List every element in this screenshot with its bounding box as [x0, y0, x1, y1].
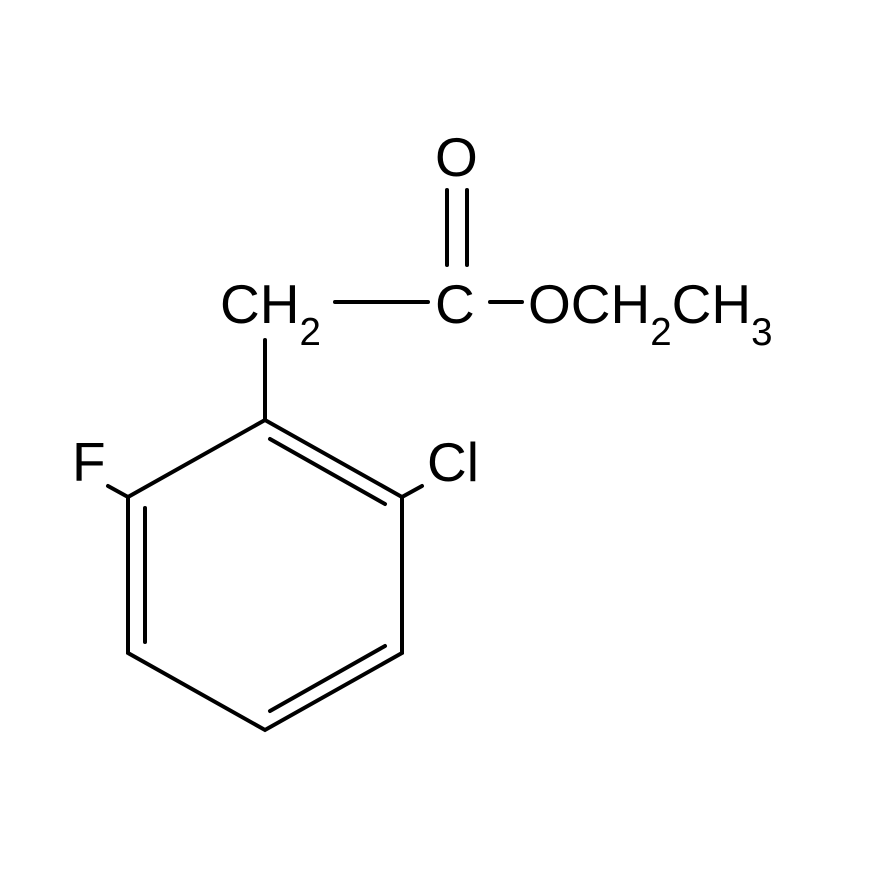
chemical-structure-diagram: O CH2 C OCH2CH3 F Cl — [0, 0, 890, 890]
ch2-text: CH — [220, 273, 299, 335]
atom-label-f: F — [72, 430, 106, 494]
bond-ring-f — [108, 486, 128, 497]
atom-label-cl: Cl — [427, 430, 479, 494]
aromatic-bond-2 — [270, 646, 385, 711]
bond-ring-cl — [402, 486, 422, 497]
benzene-ring-outline — [128, 420, 402, 730]
ch2-ethyl-sub: 2 — [650, 311, 671, 354]
atom-label-o-double: O — [435, 125, 478, 189]
ch3-sub: 3 — [751, 311, 772, 354]
ch2-sub: 2 — [299, 311, 320, 354]
atom-label-och2ch3: OCH2CH3 — [528, 272, 773, 345]
o-ester-text: O — [528, 273, 571, 335]
atom-label-ch2-acetyl: CH2 — [220, 272, 321, 345]
atom-label-c-carbonyl: C — [435, 272, 475, 336]
ch3-text: CH — [672, 273, 751, 335]
aromatic-bond-3 — [270, 439, 385, 504]
ch2-ethyl-text: CH — [571, 273, 650, 335]
